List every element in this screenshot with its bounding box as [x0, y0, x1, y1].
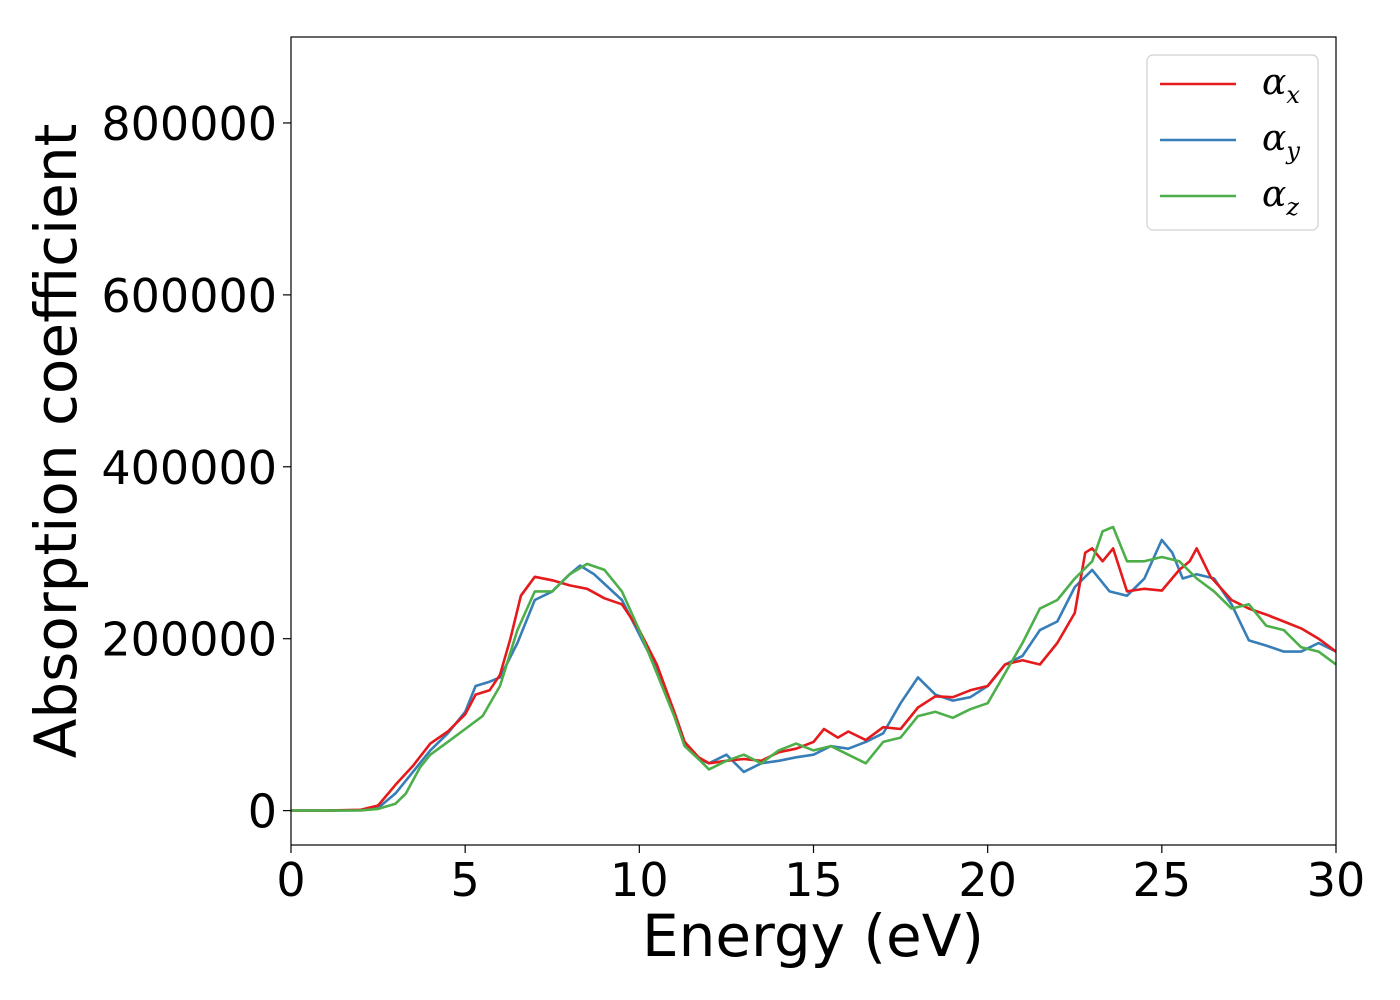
x-axis: 0 5 10 15 20 25 30: [276, 845, 1365, 907]
y-axis-title: Absorption coefficient: [22, 124, 90, 759]
x-axis-title: Energy (eV): [642, 902, 984, 970]
y-tick-label: 600000: [101, 269, 277, 323]
series-layer: [291, 525, 1336, 812]
x-tick-label: 15: [784, 853, 843, 907]
x-tick-label: 5: [451, 853, 480, 907]
legend-label-main: α: [1262, 174, 1286, 215]
legend-label-x: αx: [1262, 62, 1300, 109]
legend-label-y: αy: [1262, 118, 1300, 165]
y-tick-label: 0: [248, 785, 277, 839]
legend-label-main: α: [1262, 62, 1286, 103]
x-tick-label: 25: [1133, 853, 1192, 907]
series-line-y: [291, 538, 1336, 812]
y-tick-label: 800000: [101, 97, 277, 151]
x-tick-label: 0: [276, 853, 305, 907]
series-line-x: [291, 547, 1336, 812]
y-tick-label: 400000: [101, 441, 277, 495]
legend-label-subscript: x: [1286, 81, 1300, 109]
x-tick-label: 30: [1307, 853, 1366, 907]
series-line-z: [291, 525, 1336, 812]
y-axis: 0 200000 400000 600000 800000: [101, 97, 291, 839]
legend-box: [1146, 54, 1319, 231]
y-tick-label: 200000: [101, 613, 277, 667]
x-tick-label: 10: [610, 853, 669, 907]
legend-label-main: α: [1262, 118, 1286, 159]
legend-label-z: αz: [1262, 174, 1299, 221]
x-tick-label: 20: [958, 853, 1017, 907]
legend-label-subscript: y: [1285, 137, 1300, 165]
legend-label-subscript: z: [1285, 193, 1299, 221]
